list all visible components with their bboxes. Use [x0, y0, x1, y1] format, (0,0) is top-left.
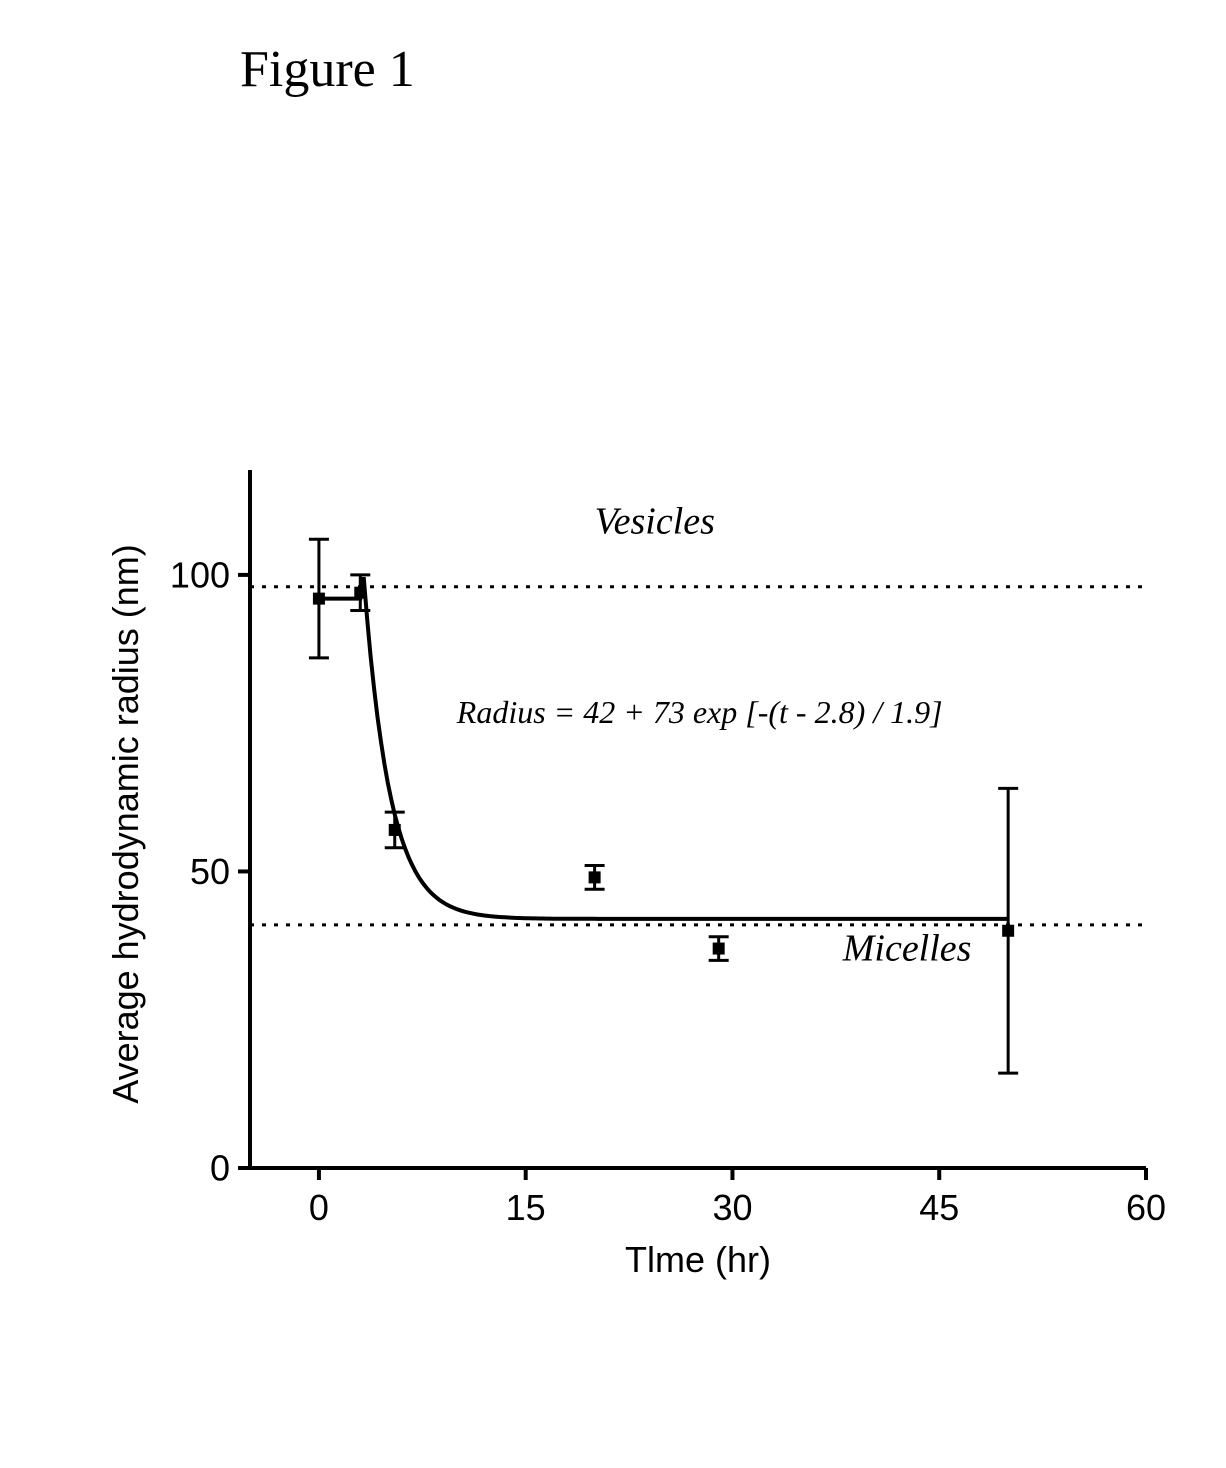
svg-text:0: 0: [210, 1148, 230, 1189]
data-point: [389, 824, 401, 836]
svg-text:50: 50: [190, 851, 230, 892]
figure-title: Figure 1: [240, 40, 415, 99]
data-point: [713, 943, 725, 955]
svg-text:100: 100: [170, 554, 230, 595]
x-axis-label: Tlme (hr): [625, 1239, 771, 1280]
chart-svg: 0 15 30 45 60 0 50 100 Tlme (hr) Average hydrodyn…: [40, 420, 1190, 1420]
svg-text:60: 60: [1126, 1187, 1166, 1228]
equation-label: Radius = 42 + 73 exp [-(t - 2.8) / 1.9]: [456, 694, 943, 730]
data-point: [1002, 925, 1014, 937]
refline-label: Vesicles: [595, 500, 715, 542]
refline-label: Micelles: [842, 927, 972, 969]
svg-text:45: 45: [919, 1187, 959, 1228]
y-axis-label: Average hydrodynamic radius (nm): [105, 544, 146, 1104]
svg-text:15: 15: [506, 1187, 546, 1228]
svg-text:0: 0: [309, 1187, 329, 1228]
data-point: [589, 871, 601, 883]
svg-text:30: 30: [712, 1187, 752, 1228]
data-point: [354, 587, 366, 599]
data-point: [313, 593, 325, 605]
